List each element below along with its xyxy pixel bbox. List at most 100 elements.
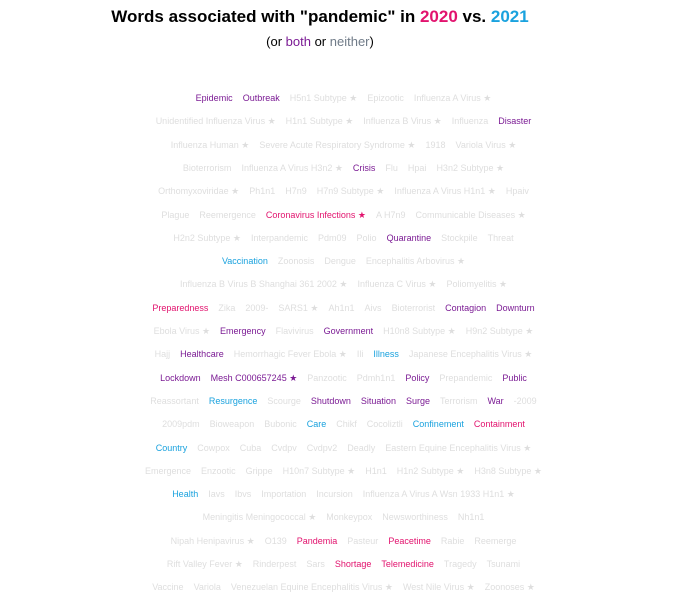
word-neither: Cvdpv bbox=[271, 442, 297, 453]
word-neither: Variola Virus ★ bbox=[455, 139, 517, 150]
word-neither: Interpandemic bbox=[250, 232, 309, 243]
word-neither: Deadly bbox=[347, 442, 376, 453]
word-neither: Flu bbox=[385, 162, 398, 173]
word-neither: H1n1 bbox=[365, 465, 387, 476]
word-row: Influenza Human ★ Severe Acute Respirator… bbox=[0, 134, 687, 156]
word-neither: Zoonoses ★ bbox=[484, 582, 535, 593]
word-neither: Influenza A Virus ★ bbox=[413, 93, 492, 103]
word-2021: Care bbox=[306, 419, 327, 430]
word-both: Public bbox=[502, 372, 527, 383]
word-neither: Importation bbox=[261, 489, 307, 500]
word-row: Vaccine Variola Venezuelan Equine Encephal… bbox=[0, 576, 687, 598]
word-row: Reassortant Resurgence Scourge Shutdown Situ… bbox=[0, 390, 687, 412]
word-neither: Rinderpest bbox=[252, 559, 297, 569]
word-neither: Tragedy bbox=[443, 559, 477, 569]
word-neither: Influenza A Virus A Wsn 1933 H1n1 ★ bbox=[362, 489, 515, 500]
word-neither: -2009 bbox=[513, 395, 537, 406]
word-neither: Reemergence bbox=[199, 209, 256, 220]
word-both: Contagion bbox=[445, 302, 487, 313]
word-row: Epidemic Outbreak H5n1 Subtype ★ Epizootic I… bbox=[0, 87, 687, 109]
word-neither: 1918 bbox=[425, 139, 446, 150]
word-neither: Hpai bbox=[407, 162, 427, 173]
word-both: Policy bbox=[405, 372, 430, 383]
word-neither: Hajj bbox=[154, 349, 171, 360]
word-neither: Variola bbox=[193, 582, 221, 593]
word-2020: Pandemia bbox=[296, 535, 338, 546]
word-both: Lockdown bbox=[160, 372, 201, 383]
word-neither: Flavivirus bbox=[275, 326, 314, 336]
word-2021: Resurgence bbox=[208, 395, 258, 406]
word-neither: H10n8 Subtype ★ bbox=[383, 326, 456, 336]
word-neither: SARS1 ★ bbox=[278, 302, 319, 313]
word-neither: Monkeypox bbox=[326, 512, 373, 523]
word-neither: Stockpile bbox=[441, 232, 478, 243]
word-neither: H7n9 bbox=[285, 186, 307, 197]
word-neither: Bioterrorist bbox=[391, 302, 436, 313]
word-neither: Influenza Human ★ bbox=[170, 139, 250, 150]
word-row: Meningitis Meningococcal ★ Monkeypox Newsw… bbox=[0, 506, 687, 528]
word-neither: Influenza B Virus ★ bbox=[363, 116, 442, 127]
word-neither: Influenza bbox=[451, 116, 489, 127]
word-neither: Ebola Virus ★ bbox=[153, 326, 211, 336]
word-2020: Coronavirus Infections ★ bbox=[265, 209, 367, 220]
word-2020: Shortage bbox=[334, 559, 372, 569]
word-neither: Nipah Henipavirus ★ bbox=[170, 535, 255, 546]
word-neither: Influenza A Virus H1n1 ★ bbox=[394, 186, 496, 197]
word-row: H2n2 Subtype ★ Interpandemic Pdm09 Polio Qua… bbox=[0, 227, 687, 249]
word-neither: Bioweapon bbox=[209, 419, 255, 430]
word-2021: Health bbox=[172, 489, 199, 500]
word-both: Shutdown bbox=[310, 395, 351, 406]
word-row: Influenza B Virus B Shanghai 361 2002 ★ I… bbox=[0, 273, 687, 295]
word-2020: Peacetime bbox=[388, 535, 431, 546]
word-neither: Pasteur bbox=[347, 535, 379, 546]
word-neither: H10n7 Subtype ★ bbox=[282, 465, 356, 476]
word-neither: Ili bbox=[356, 349, 364, 360]
word-neither: Incursion bbox=[316, 489, 353, 500]
word-neither: Tsunami bbox=[486, 559, 521, 569]
word-neither: Vaccine bbox=[152, 582, 184, 593]
word-neither: Emergence bbox=[145, 465, 192, 476]
word-neither: Nh1n1 bbox=[457, 512, 485, 523]
word-neither: Cocoliztli bbox=[366, 419, 403, 430]
word-neither: Unidentified Influenza Virus ★ bbox=[155, 116, 276, 127]
word-neither: Influenza A Virus H3n2 ★ bbox=[241, 162, 343, 173]
word-neither: Newsworthiness bbox=[382, 512, 448, 523]
word-neither: Reemerge bbox=[474, 535, 517, 546]
word-neither: Hpaiv bbox=[505, 186, 529, 197]
word-row: Plague Reemergence Coronavirus Infections … bbox=[0, 204, 687, 226]
word-neither: Polio bbox=[356, 232, 377, 243]
word-neither: Cuba bbox=[239, 442, 262, 453]
word-neither: Pdm09 bbox=[318, 232, 347, 243]
chart-title: Words associated with "pandemic" in 2020… bbox=[0, 7, 640, 27]
subtitle-both: both bbox=[285, 34, 311, 49]
word-neither: Panzootic bbox=[307, 372, 347, 383]
word-both: Quarantine bbox=[386, 232, 432, 243]
word-neither: Encephalitis Arbovirus ★ bbox=[365, 256, 466, 267]
word-both: Healthcare bbox=[180, 349, 224, 360]
word-neither: H2n2 Subtype ★ bbox=[173, 232, 241, 243]
word-neither: O139 bbox=[264, 535, 287, 546]
subtitle-or: or bbox=[310, 34, 330, 49]
word-neither: H1n2 Subtype ★ bbox=[396, 465, 465, 476]
word-row: Orthomyxoviridae ★ Ph1n1 H7n9 H7n9 Subtype … bbox=[0, 180, 687, 202]
word-2020: Containment bbox=[473, 419, 525, 430]
title-vs: vs. bbox=[457, 7, 491, 26]
word-neither: Bioterrorism bbox=[182, 162, 232, 173]
word-neither: Orthomyxoviridae ★ bbox=[158, 186, 240, 197]
word-row: Unidentified Influenza Virus ★ H1n1 Subty… bbox=[0, 110, 687, 132]
word-both: Government bbox=[323, 326, 374, 336]
word-row: Hajj Healthcare Hemorrhagic Fever Ebola ★ I… bbox=[0, 343, 687, 365]
word-neither: Terrorism bbox=[439, 395, 478, 406]
word-neither: H7n9 Subtype ★ bbox=[316, 186, 385, 197]
word-row: Rift Valley Fever ★ Rinderpest Sars Shortag… bbox=[0, 553, 687, 575]
title-year-2021: 2021 bbox=[490, 7, 529, 26]
word-neither: Eastern Equine Encephalitis Virus ★ bbox=[385, 442, 532, 453]
word-neither: Ah1n1 bbox=[328, 302, 355, 313]
word-row: 2009pdm Bioweapon Bubonic Care Chikf Cocolizt… bbox=[0, 413, 687, 435]
word-neither: Communicable Diseases ★ bbox=[415, 209, 526, 220]
word-row: Country Cowpox Cuba Cvdpv Cvdpv2 Deadly Easter… bbox=[0, 437, 687, 459]
word-neither: Cvdpv2 bbox=[306, 442, 338, 453]
subtitle-neither: neither bbox=[329, 34, 370, 49]
word-row: Lockdown Mesh C000657245 ★ Panzootic Pdmh1n… bbox=[0, 367, 687, 389]
word-neither: West Nile Virus ★ bbox=[402, 582, 475, 593]
